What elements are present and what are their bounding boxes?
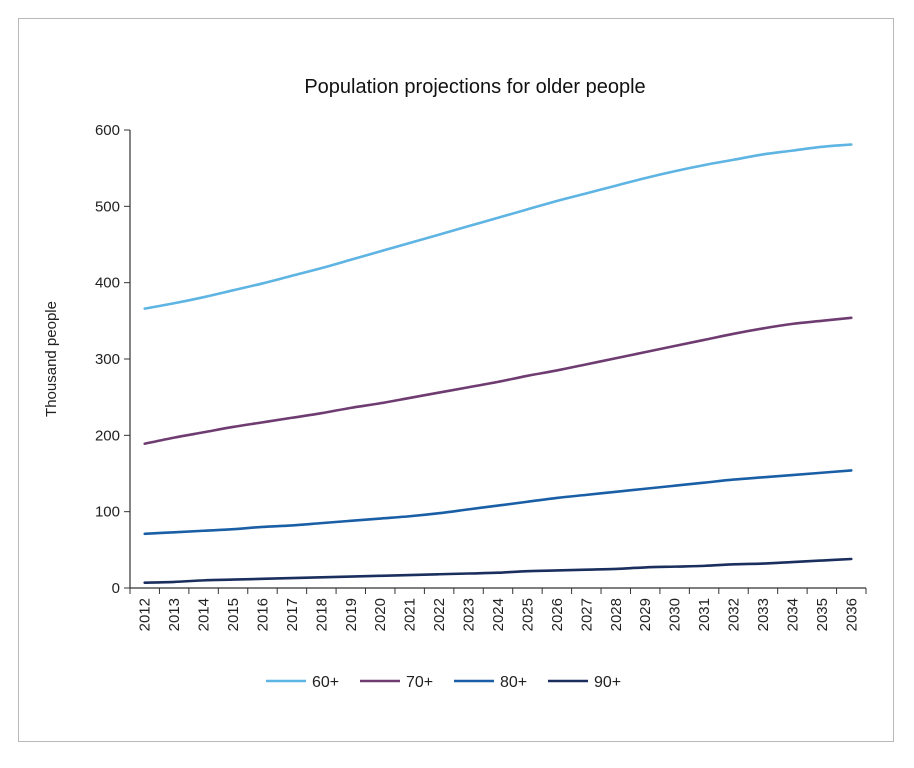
chart-title: Population projections for older people xyxy=(304,76,645,98)
series-line-60plus xyxy=(143,143,853,310)
series-line-80plus xyxy=(143,469,853,536)
legend-label: 60+ xyxy=(312,674,339,691)
legend-item: 90+ xyxy=(548,674,621,691)
legend-label: 70+ xyxy=(406,674,433,691)
x-tick-label: 2033 xyxy=(755,598,772,631)
series-line-90plus xyxy=(143,557,853,584)
legend-item: 60+ xyxy=(266,674,339,691)
x-tick-label: 2019 xyxy=(343,598,360,631)
x-tick-label: 2015 xyxy=(225,598,242,631)
x-tick-label: 2012 xyxy=(137,598,154,631)
legend-label: 80+ xyxy=(500,674,527,691)
y-axis-label: Thousand people xyxy=(43,301,60,417)
x-tick-label: 2023 xyxy=(461,598,478,631)
legend: 60+ 70+ 80+ 90+ xyxy=(266,674,621,691)
y-tick-label: 600 xyxy=(95,122,120,139)
chart-frame xyxy=(18,18,894,742)
x-tick-label: 2031 xyxy=(696,598,713,631)
series-lines xyxy=(143,143,853,584)
legend-item: 80+ xyxy=(454,674,527,691)
y-tick-label: 200 xyxy=(95,427,120,444)
x-tick-label: 2014 xyxy=(196,598,213,631)
x-tick-label: 2026 xyxy=(549,598,566,631)
x-tick-label: 2036 xyxy=(843,598,860,631)
axes: 0 100 200 300 400 500 600 2012 2013 2014 2015 2016 2… xyxy=(95,122,867,631)
x-tick-label: 2029 xyxy=(637,598,654,631)
x-tick-label: 2024 xyxy=(490,598,507,631)
y-tick-label: 400 xyxy=(95,275,120,292)
x-tick-label: 2027 xyxy=(578,598,595,631)
x-tick-label: 2017 xyxy=(284,598,301,631)
x-tick-label: 2013 xyxy=(166,598,183,631)
x-tick-label: 2034 xyxy=(784,598,801,631)
legend-label: 90+ xyxy=(594,674,621,691)
x-tick-label: 2030 xyxy=(667,598,684,631)
y-tick-label: 500 xyxy=(95,198,120,215)
x-tick-label: 2028 xyxy=(608,598,625,631)
legend-item: 70+ xyxy=(360,674,433,691)
x-tick-label: 2018 xyxy=(313,598,330,631)
x-tick-label: 2016 xyxy=(254,598,271,631)
x-tick-label: 2021 xyxy=(402,598,419,631)
y-tick-label: 300 xyxy=(95,351,120,368)
x-tick-label: 2020 xyxy=(372,598,389,631)
x-tick-label: 2022 xyxy=(431,598,448,631)
y-tick-label: 100 xyxy=(95,504,120,521)
x-tick-label: 2025 xyxy=(519,598,536,631)
x-tick-label: 2032 xyxy=(726,598,743,631)
y-tick-label: 0 xyxy=(112,580,120,597)
series-line-70plus xyxy=(143,316,853,446)
x-tick-label: 2035 xyxy=(814,598,831,631)
